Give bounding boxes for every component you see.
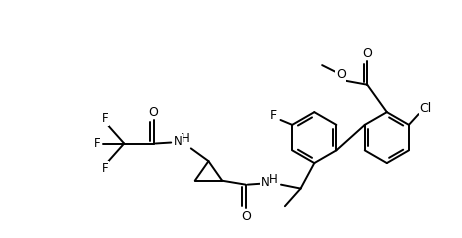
Text: H: H (181, 132, 189, 145)
Text: H: H (269, 173, 278, 186)
Text: O: O (241, 209, 251, 223)
Text: F: F (270, 109, 277, 122)
Text: O: O (336, 68, 346, 81)
Text: F: F (102, 162, 109, 174)
Text: O: O (149, 106, 158, 119)
Text: O: O (362, 47, 372, 60)
Text: N: N (261, 176, 270, 189)
Text: N: N (174, 135, 182, 148)
Text: F: F (93, 137, 100, 150)
Text: F: F (102, 113, 109, 125)
Text: Cl: Cl (419, 102, 432, 115)
